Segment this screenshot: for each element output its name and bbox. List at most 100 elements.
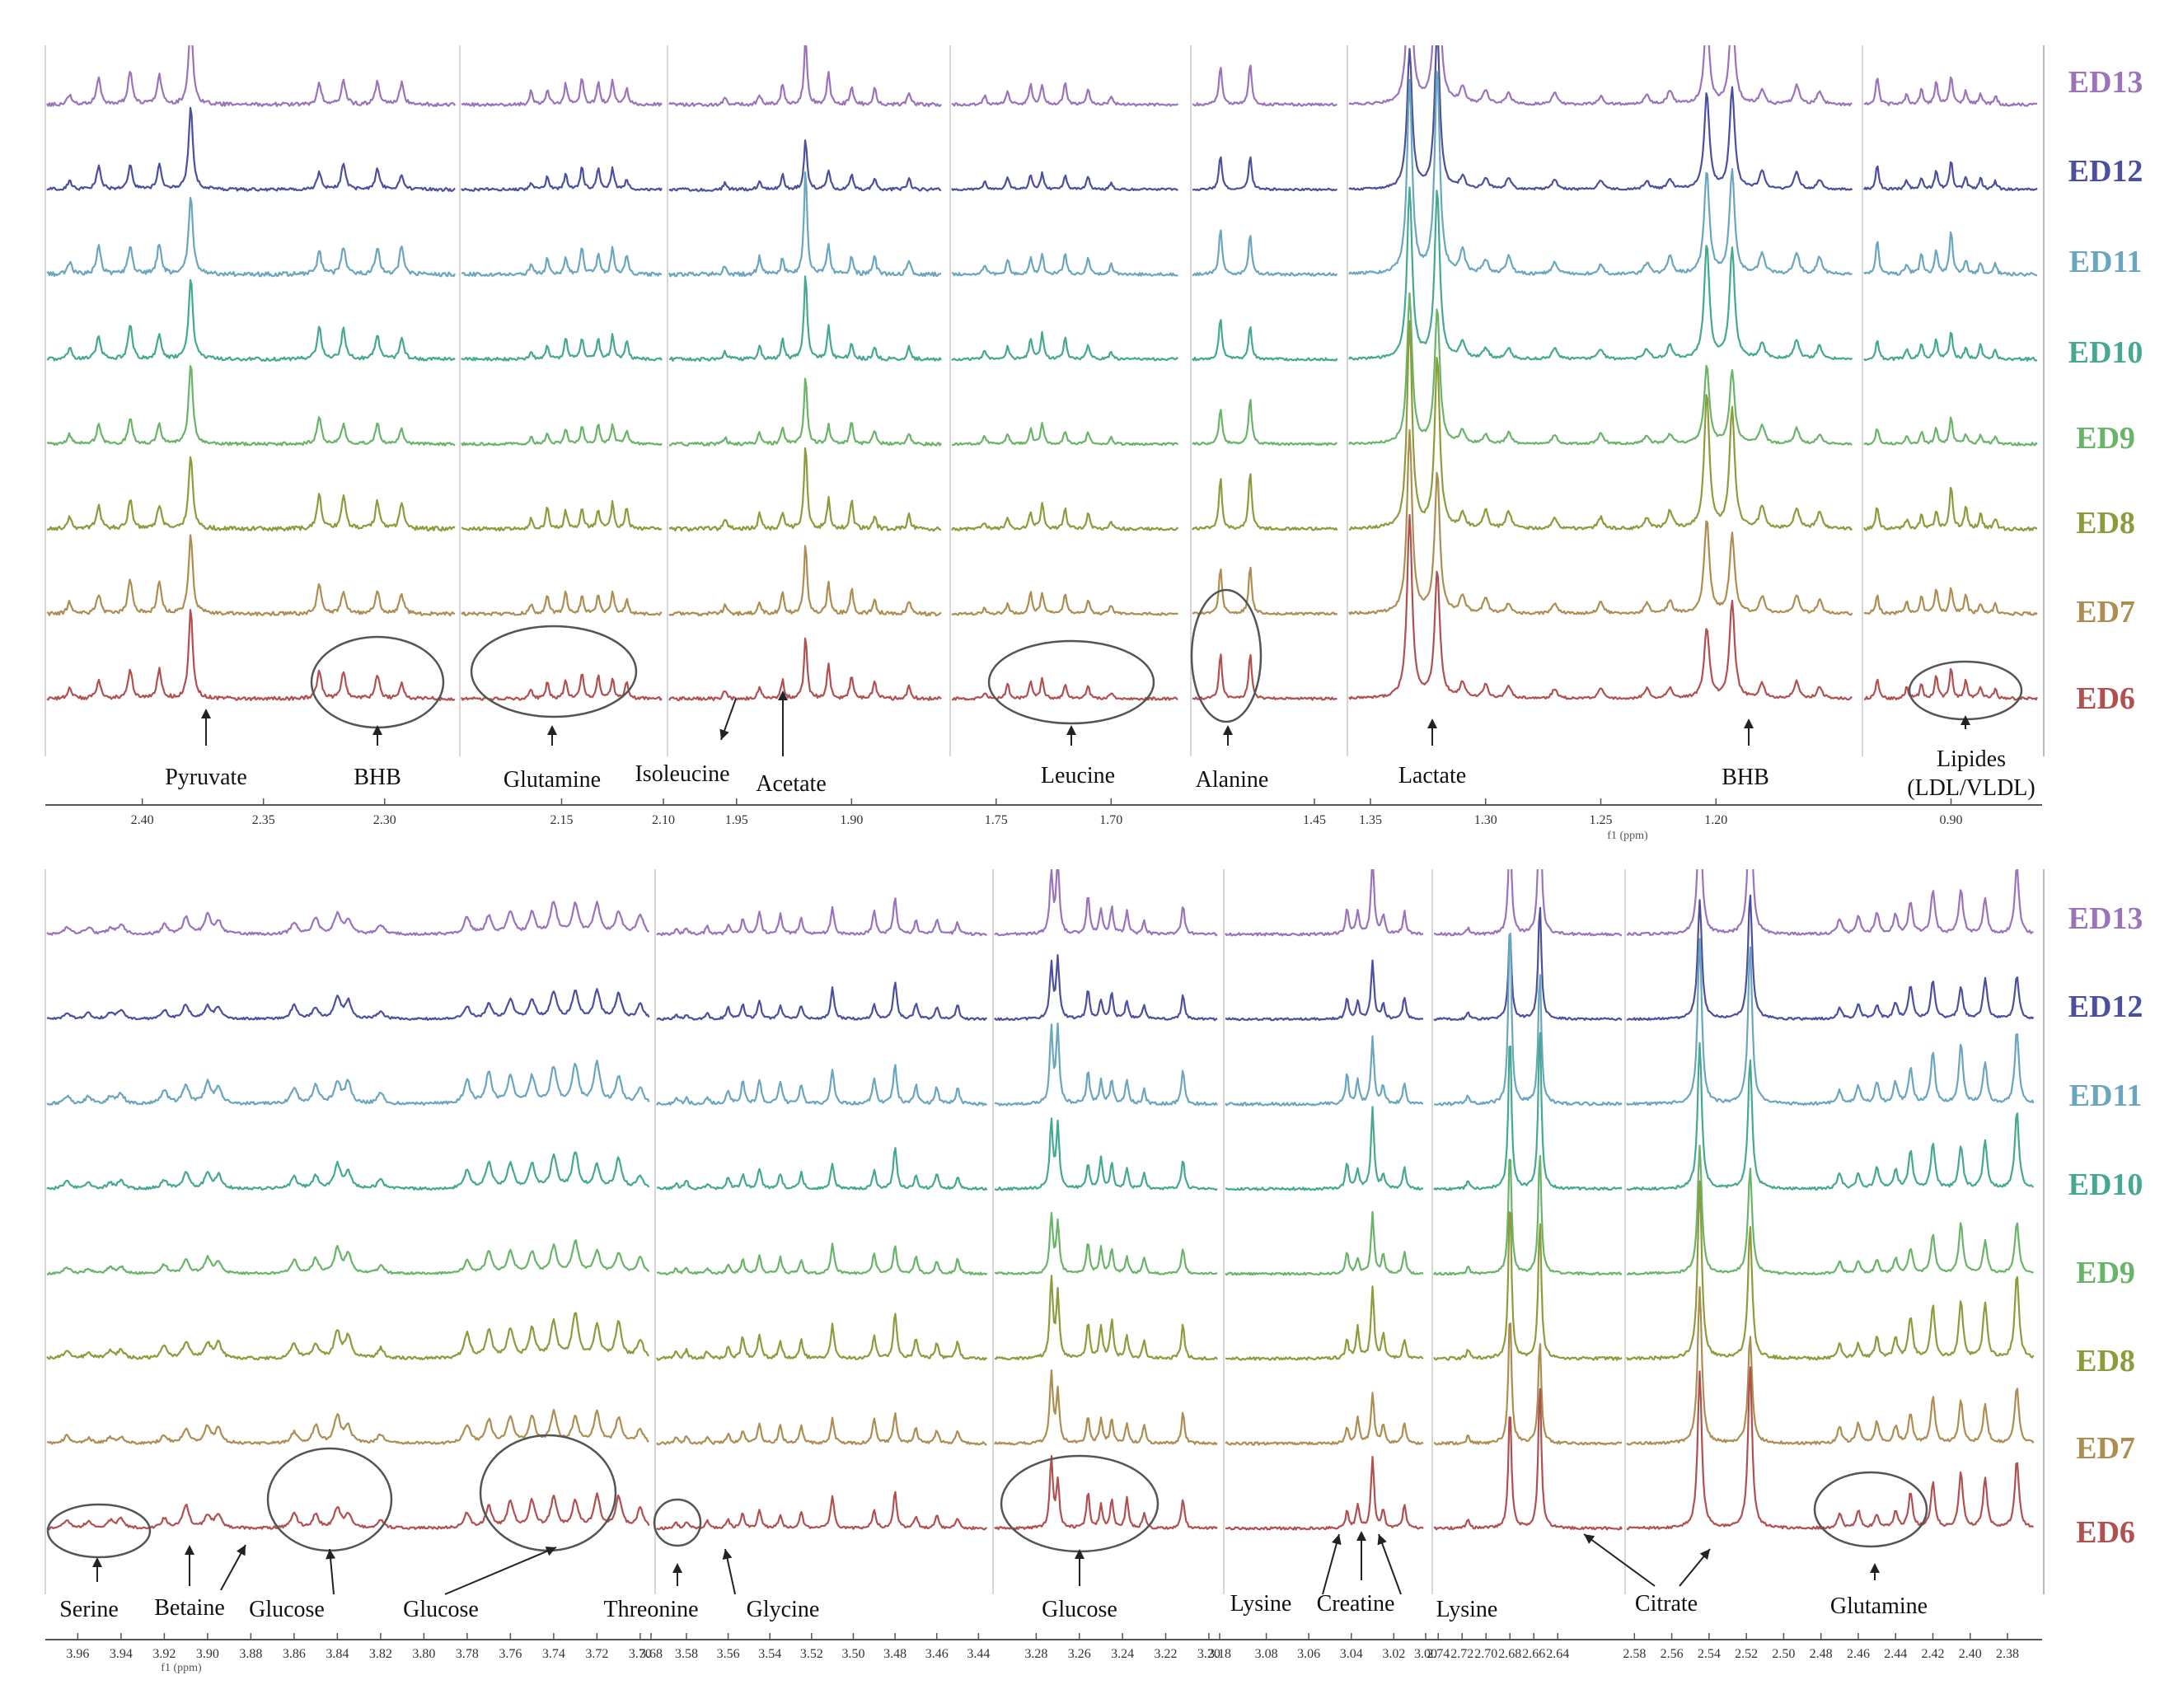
highlight-ellipse [1813, 1471, 1928, 1548]
x-tick-label: 2.56 [1661, 1647, 1684, 1661]
x-tick-label: 2.42 [1922, 1647, 1945, 1661]
annotation-arrowhead [1356, 1531, 1366, 1541]
annotation-arrowhead [1744, 718, 1754, 728]
annotation-arrowhead [326, 1549, 336, 1560]
spectrum-ed7-panel-6 [1348, 428, 1853, 616]
spectrum-ed7-panel-2 [461, 590, 663, 616]
annotation-serine: Serine [59, 1597, 119, 1622]
annotation-leucine: Leucine [1041, 763, 1115, 788]
x-tick-label: 3.50 [841, 1647, 864, 1661]
x-tick-label: 3.20 [1197, 1647, 1220, 1661]
spectrum-ed9-panel-4 [951, 422, 1179, 447]
spectrum-ed12-panel-3 [668, 139, 942, 192]
series-label-ed12: ED12 [2068, 154, 2143, 189]
spectrum-ed12-panel-5 [1192, 156, 1338, 192]
x-tick-label: 3.22 [1155, 1647, 1178, 1661]
annotation-arrow [1378, 1533, 1402, 1595]
series-label-ed12: ED12 [2068, 990, 2143, 1024]
spectrum-ed8-panel-4 [951, 502, 1179, 531]
annotation-arrowhead [1332, 1534, 1342, 1546]
x-tick-label: 2.48 [1810, 1647, 1833, 1661]
x-tick-label: 3.88 [239, 1647, 262, 1661]
annotation-glycine: Glycine [747, 1597, 820, 1622]
spectra-traces [46, 869, 2035, 1531]
x-tick-label: 3.02 [1382, 1647, 1405, 1661]
highlight-ellipse [266, 1447, 393, 1552]
series-label-ed7: ED7 [2076, 1431, 2135, 1466]
series-label-ed8: ED8 [2076, 1344, 2135, 1378]
series-label-ed11: ED11 [2069, 245, 2143, 279]
spectrum-ed11-panel-5 [1192, 229, 1338, 277]
spectrum-ed9-panel-6 [1626, 1144, 2034, 1275]
x-tick-label: 3.82 [369, 1647, 392, 1661]
spectrum-ed11-panel-6 [1348, 70, 1853, 276]
spectrum-ed6-panel-4 [1225, 1456, 1424, 1531]
spectrum-ed7-panel-3 [668, 545, 942, 617]
spectrum-ed13-panel-5 [1433, 869, 1623, 937]
spectrum-ed9-panel-1 [46, 1239, 650, 1275]
spectrum-ed10-panel-1 [46, 1151, 650, 1191]
spectrum-ed11-panel-1 [46, 1060, 650, 1107]
spectrum-ed11-panel-3 [668, 171, 942, 278]
annotation-glutamine: Glutamine [1830, 1593, 1928, 1619]
x-tick-label: 3.72 [585, 1647, 608, 1661]
spectrum-ed6-panel-5 [1192, 653, 1337, 701]
spectrum-ed12-panel-2 [461, 166, 663, 192]
x-tick-label: 2.35 [252, 813, 275, 827]
annotation-creatine: Creatine [1317, 1591, 1395, 1617]
annotation-lactate: Lactate [1398, 763, 1466, 788]
spectrum-ed6-panel-6 [1626, 1366, 2035, 1531]
spectrum-ed11-panel-4 [1225, 1035, 1424, 1107]
spectrum-ed12-panel-2 [656, 981, 987, 1022]
spectrum-ed8-panel-7 [1863, 486, 2037, 532]
annotation-arrow [1322, 1533, 1340, 1595]
x-tick-label: 3.46 [925, 1647, 949, 1661]
x-tick-label: 3.94 [110, 1647, 133, 1661]
annotation-arrowhead [201, 709, 211, 718]
x-tick-label: 1.45 [1303, 813, 1326, 827]
x-tick-label: 1.75 [985, 813, 1008, 827]
annotation-arrowhead [1584, 1534, 1595, 1544]
series-label-ed11: ED11 [2069, 1079, 2143, 1113]
x-tick-label: 2.72 [1450, 1647, 1473, 1661]
x-tick-label: 3.68 [639, 1647, 663, 1661]
annotation-arrowhead [672, 1563, 682, 1573]
highlight-ellipse [1908, 660, 2023, 721]
spectrum-ed10-panel-5 [1192, 319, 1338, 362]
spectrum-ed9-panel-3 [994, 1211, 1218, 1275]
x-tick-label: 2.15 [550, 813, 574, 827]
annotation--ldl-vldl-: (LDL/VLDL) [1907, 775, 2035, 801]
spectrum-ed7-panel-2 [656, 1412, 987, 1446]
x-tick-label: 2.52 [1735, 1647, 1758, 1661]
annotation-arrow [444, 1547, 557, 1595]
annotation-arrowhead [1066, 725, 1076, 735]
spectrum-ed10-panel-3 [668, 275, 942, 363]
spectrum-ed8-panel-6 [1348, 320, 1853, 531]
x-tick-label: 3.26 [1068, 1647, 1091, 1661]
spectrum-ed6-panel-3 [668, 637, 942, 701]
x-tick-label: 2.50 [1772, 1647, 1795, 1661]
series-label-ed9: ED9 [2076, 421, 2135, 456]
x-tick-label: 2.54 [1698, 1647, 1721, 1661]
x-tick-label: 3.76 [499, 1647, 522, 1661]
x-tick-label: 3.18 [1208, 1647, 1231, 1661]
spectrum-ed8-panel-3 [668, 447, 942, 532]
annotation-bhb: BHB [1722, 765, 1769, 790]
annotation-arrowhead [547, 725, 557, 735]
spectrum-ed13-panel-6 [1348, 45, 1853, 107]
top-spectra-chart: ED13 ED12 ED11 ED10 ED9 ED8 ED7 ED6 2.40 2.35 2.30… [45, 45, 2143, 842]
annotation-arrowhead [722, 1549, 733, 1561]
x-tick-label: 1.30 [1474, 813, 1497, 827]
x-tick-label: 2.70 [1474, 1647, 1497, 1661]
spectrum-ed11-panel-2 [656, 1064, 987, 1107]
annotation-arrowhead [372, 725, 382, 735]
spectrum-ed13-panel-4 [951, 82, 1179, 107]
x-tick-label: 3.52 [800, 1647, 823, 1661]
x-tick-label: 2.58 [1623, 1647, 1646, 1661]
x-tick-label: 2.66 [1522, 1647, 1545, 1661]
x-tick-label: 1.95 [725, 813, 748, 827]
x-tick-label: 1.20 [1704, 813, 1727, 827]
spectrum-ed13-panel-2 [656, 897, 987, 937]
x-tick-label: 3.96 [66, 1647, 89, 1661]
spectrum-ed7-panel-4 [1225, 1392, 1424, 1446]
